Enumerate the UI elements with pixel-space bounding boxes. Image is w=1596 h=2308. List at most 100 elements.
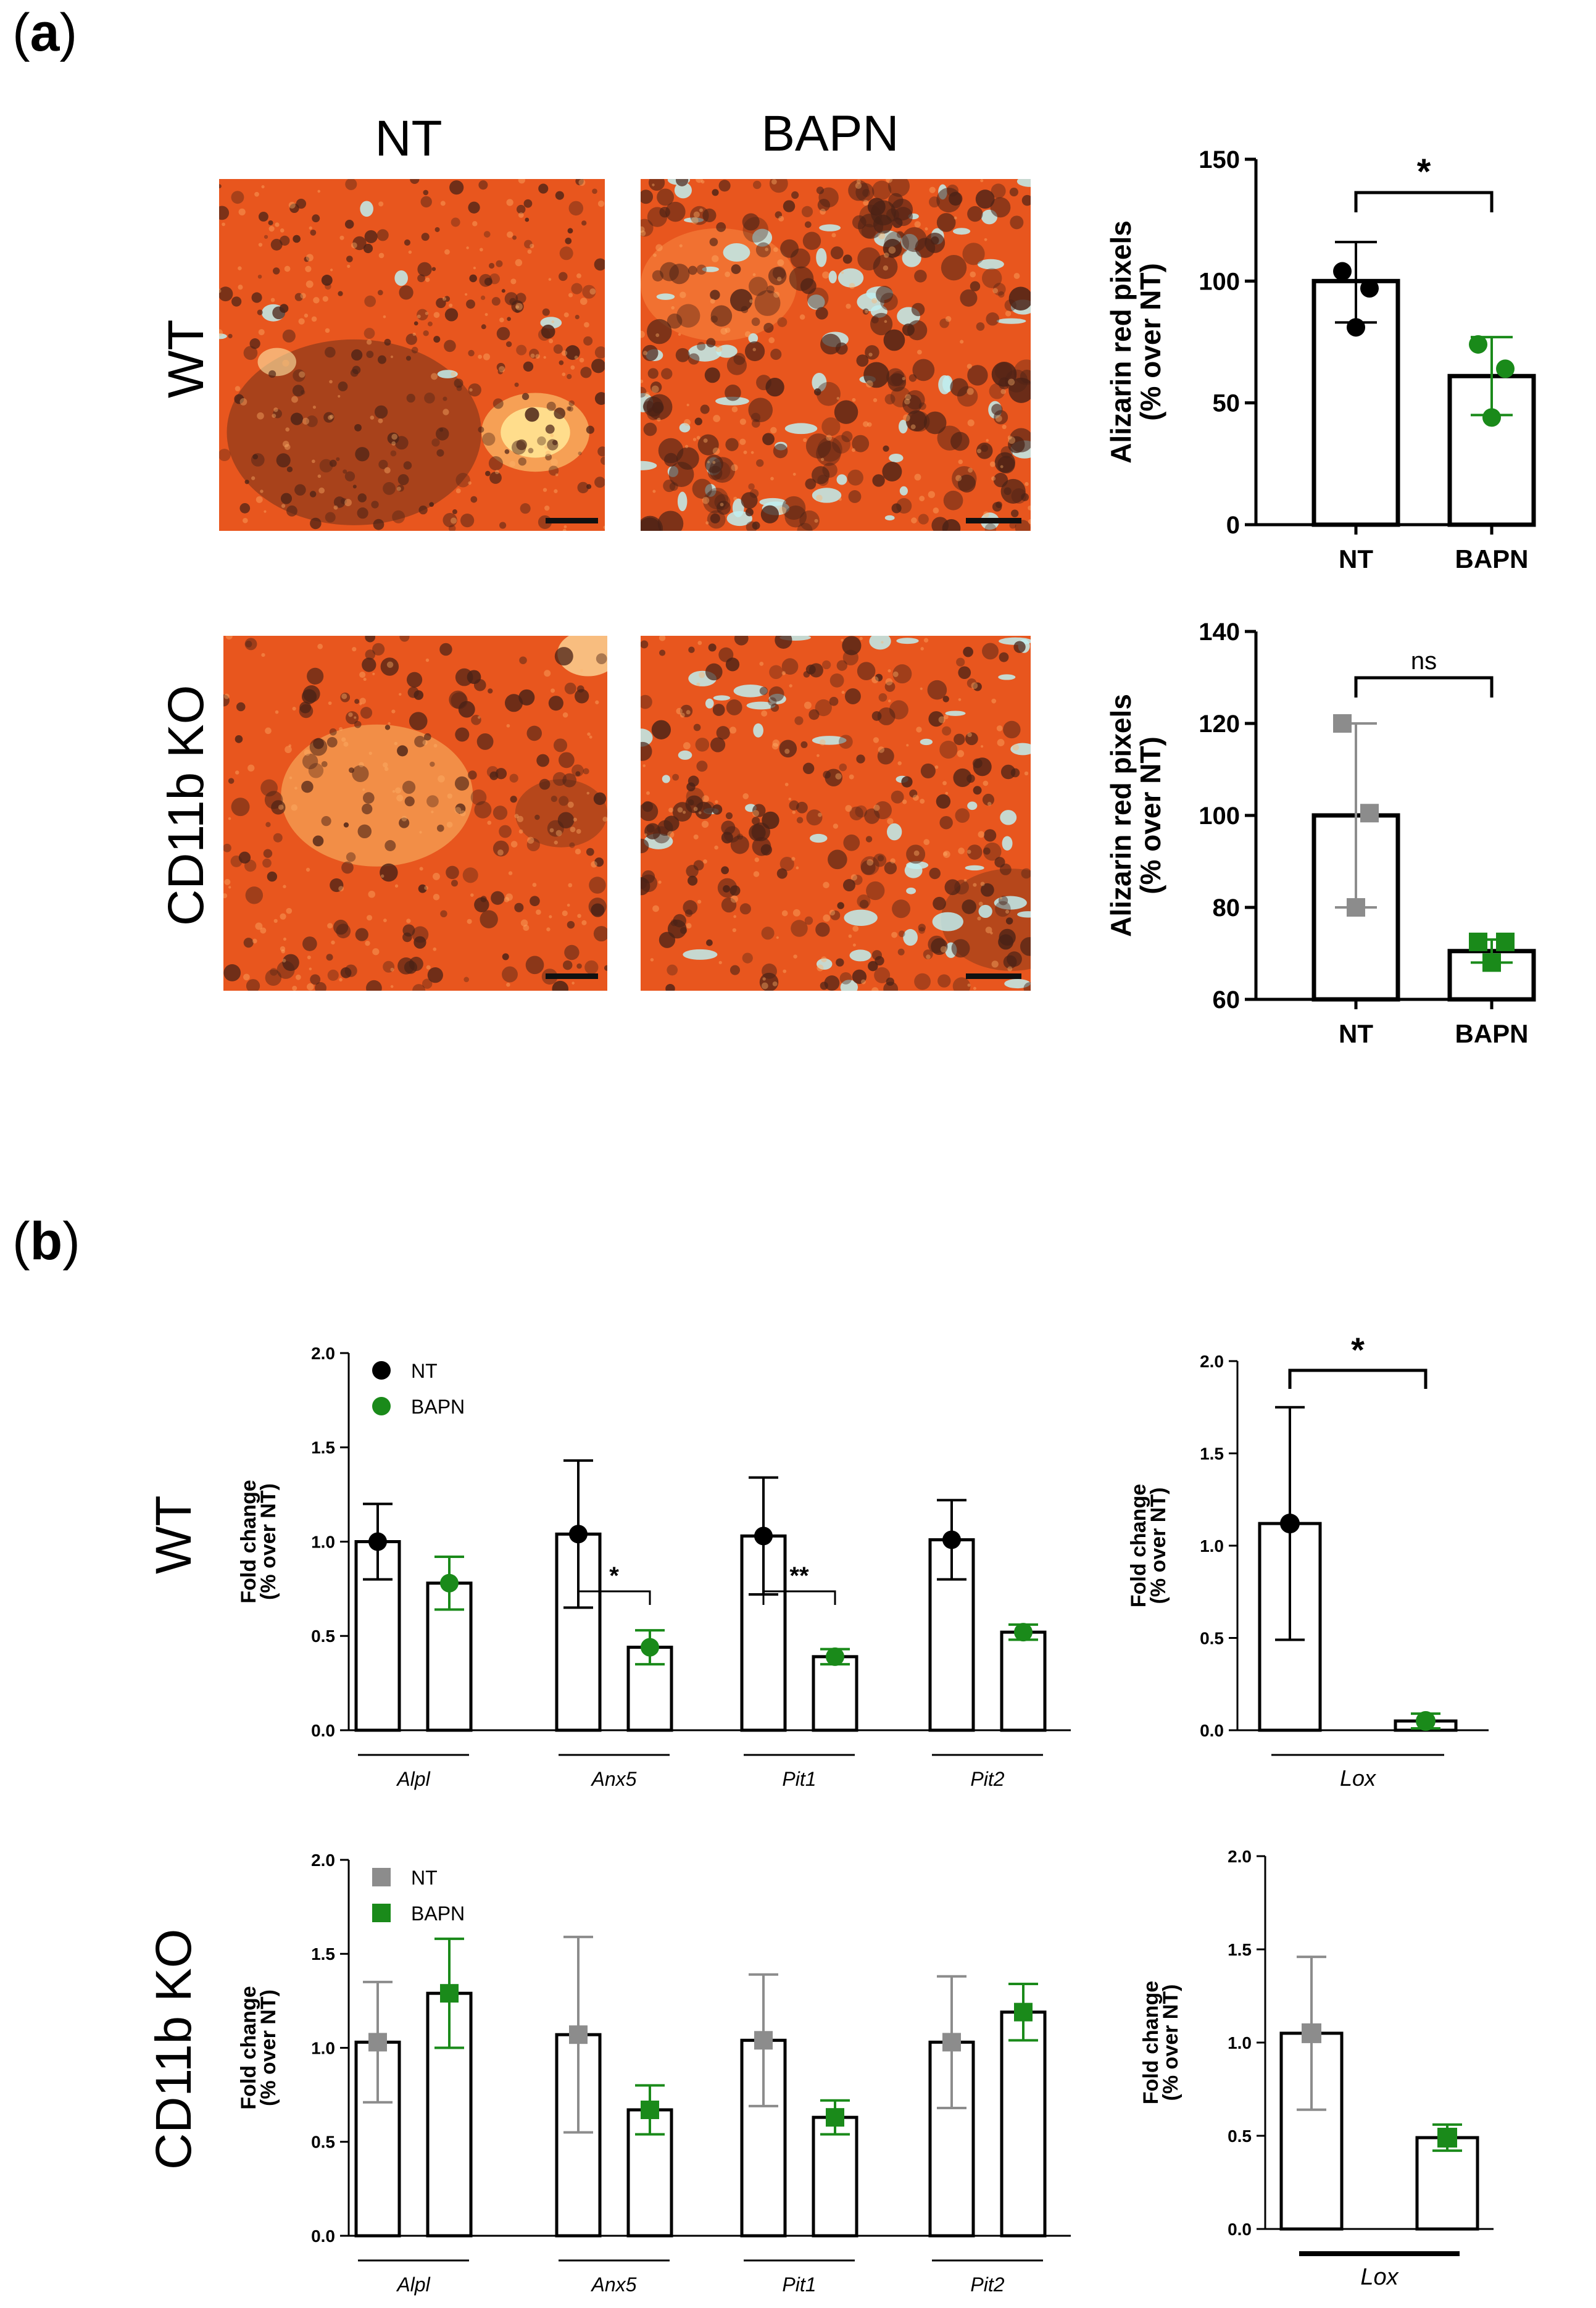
group-label-anx5: Anx5 (591, 2273, 637, 2296)
y-tick-label: 2.0 (311, 1851, 335, 1870)
data-point (826, 1647, 844, 1666)
y-axis-label-line2: (% over NT) (1134, 263, 1166, 421)
y-axis-label: Fold change(% over NT) (237, 1986, 280, 2109)
legend-label-bapn: BAPN (411, 1396, 465, 1418)
y-tick-label: 80 (1213, 894, 1241, 922)
bar-pit2-bapn (1000, 1630, 1047, 1732)
legend-label-nt: NT (411, 1867, 438, 1889)
data-point (942, 2033, 961, 2052)
y-axis-label: Alizarin red pixels(% over NT) (1105, 220, 1166, 464)
legend-label-nt: NT (411, 1360, 438, 1382)
y-tick-label: 0.5 (1228, 2127, 1252, 2146)
y-tick-label: 1.0 (311, 2038, 335, 2057)
significance-label: * (1351, 1330, 1365, 1369)
data-point (1496, 359, 1515, 378)
bar-anx5-bapn (626, 1646, 673, 1732)
micrograph-ko-nt (223, 636, 607, 991)
y-tick-label: 0 (1226, 512, 1240, 539)
bar-pit2-bapn (1000, 2010, 1047, 2238)
data-point (754, 1527, 773, 1546)
y-tick-label: 0.5 (311, 1627, 335, 1646)
micrograph-wt-nt (219, 179, 605, 531)
micrograph-ko-bapn (641, 636, 1031, 991)
significance-label: ns (1411, 648, 1437, 675)
y-axis-label-line1: Fold change (1139, 1981, 1163, 2104)
data-point (1496, 932, 1515, 951)
micrograph-col-label-nt: NT (375, 110, 443, 167)
group-label-pit2: Pit2 (970, 2273, 1004, 2296)
y-tick-label: 2.0 (311, 1344, 335, 1363)
y-tick-label: 140 (1199, 619, 1240, 646)
significance-bracket (1354, 676, 1494, 698)
data-point (1360, 804, 1379, 823)
x-tick-label-bapn: BAPN (1455, 1019, 1528, 1048)
y-tick-label: 1.5 (1200, 1444, 1224, 1463)
group-label-alpl: Alpl (396, 1768, 430, 1790)
y-axis-label-line2: (% over NT) (1159, 1985, 1182, 2101)
y-tick-label: 0.5 (311, 2133, 335, 2152)
y-axis-label-line2: (% over NT) (257, 1989, 280, 2106)
y-tick-label: 2.0 (1200, 1352, 1224, 1371)
panel-b-label: (b) (12, 1212, 80, 1271)
data-point (569, 1525, 588, 1544)
group-label-alpl: Alpl (396, 2273, 430, 2296)
significance-bracket (1354, 191, 1494, 212)
data-point (1482, 953, 1501, 972)
data-point (641, 2100, 659, 2119)
significance-bracket (577, 1590, 651, 1605)
y-axis-label-line1: Fold change (237, 1986, 260, 2109)
data-point (440, 1984, 459, 2003)
data-point (1302, 2023, 1321, 2043)
group-label-lox: Lox (1340, 1765, 1377, 1791)
data-point (1347, 318, 1365, 337)
group-label-pit1: Pit1 (782, 1768, 816, 1790)
y-axis-label-line1: Alizarin red pixels (1105, 220, 1137, 464)
y-tick-label: 1.5 (1228, 1940, 1252, 1959)
micrograph-col-label-bapn: BAPN (761, 106, 899, 162)
legend-marker-bapn (372, 1397, 391, 1415)
data-point (1333, 262, 1352, 281)
significance-bracket (762, 1590, 836, 1605)
data-point (1469, 932, 1487, 951)
y-tick-label: 0.0 (311, 2227, 335, 2246)
legend-label-bapn: BAPN (411, 1902, 465, 1925)
data-point (1469, 335, 1487, 354)
x-tick-label-bapn: BAPN (1455, 544, 1528, 573)
data-point (440, 1573, 459, 1593)
y-tick-label: 0.0 (311, 1721, 335, 1740)
y-tick-label: 50 (1213, 390, 1241, 417)
data-point (1347, 898, 1365, 917)
y-tick-label: 0.0 (1200, 1721, 1224, 1740)
y-tick-label: 1.5 (311, 1438, 335, 1457)
data-point (569, 2025, 588, 2044)
group-label-anx5: Anx5 (591, 1768, 637, 1790)
significance-label: * (1417, 152, 1431, 192)
legend-marker-nt (372, 1361, 391, 1380)
x-tick-label-nt: NT (1339, 544, 1373, 573)
panel-a-label: (a) (12, 3, 78, 62)
scale-bar (966, 518, 1021, 523)
data-point (1333, 714, 1352, 733)
data-point (368, 2033, 387, 2052)
scale-bar (966, 973, 1021, 979)
y-axis-label-line1: Fold change (1127, 1484, 1150, 1607)
y-tick-label: 100 (1199, 802, 1240, 830)
y-axis-label: Alizarin red pixels(% over NT) (1105, 694, 1166, 937)
data-point (1360, 279, 1379, 298)
significance-bracket (1288, 1369, 1428, 1389)
data-point (1280, 1514, 1300, 1534)
data-point (1014, 1623, 1033, 1642)
y-axis-label-line2: (% over NT) (257, 1483, 280, 1600)
y-axis-label: Fold change(% over NT) (1127, 1484, 1170, 1607)
y-axis-label-line2: (% over NT) (1147, 1488, 1170, 1604)
y-axis-label: Fold change(% over NT) (237, 1480, 280, 1603)
bar-pit1-bapn (812, 1655, 858, 1732)
data-point (368, 1532, 387, 1551)
group-label-pit1: Pit1 (782, 2273, 816, 2296)
data-point (942, 1530, 961, 1549)
micrograph-wt-bapn (641, 179, 1031, 531)
data-point (1416, 1711, 1436, 1731)
group-label-pit2: Pit2 (970, 1768, 1004, 1790)
y-tick-label: 2.0 (1228, 1847, 1252, 1866)
